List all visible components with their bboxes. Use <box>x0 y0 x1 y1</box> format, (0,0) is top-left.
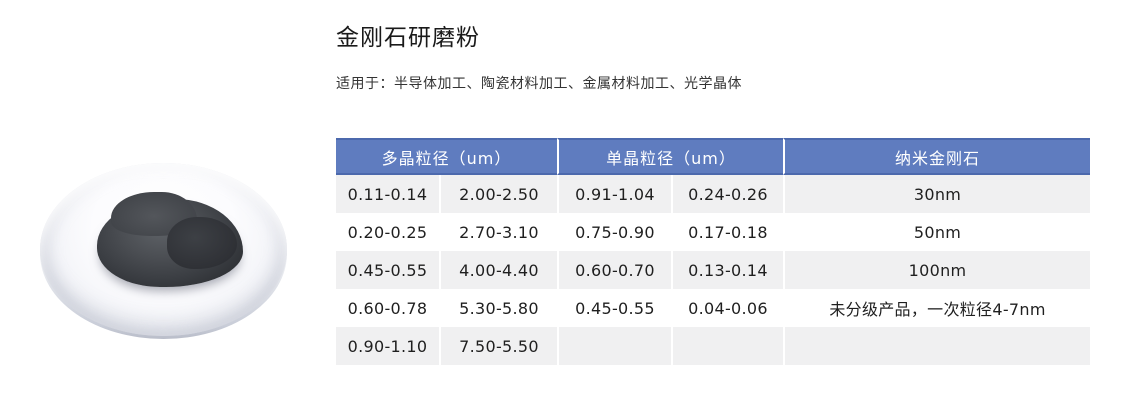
cell-mono-a <box>557 327 672 365</box>
product-photo <box>0 0 320 414</box>
table-row: 0.11-0.14 2.00-2.50 0.91-1.04 0.24-0.26 … <box>336 175 1091 213</box>
particle-size-table: 多晶粒径（um） 单晶粒径（um） 纳米金刚石 0.11-0.14 2.00-2… <box>336 138 1091 365</box>
diamond-powder-pile <box>97 192 243 287</box>
cell-poly-b: 2.70-3.10 <box>439 213 558 251</box>
applications-text: 适用于：半导体加工、陶瓷材料加工、金属材料加工、光学晶体 <box>336 76 742 92</box>
cell-poly-b: 2.00-2.50 <box>439 175 558 213</box>
table-row: 0.60-0.78 5.30-5.80 0.45-0.55 0.04-0.06 … <box>336 289 1091 327</box>
cell-nano: 100nm <box>783 251 1091 289</box>
cell-poly-a: 0.90-1.10 <box>336 327 439 365</box>
cell-mono-b: 0.24-0.26 <box>671 175 784 213</box>
table-row: 0.20-0.25 2.70-3.10 0.75-0.90 0.17-0.18 … <box>336 213 1091 251</box>
cell-poly-a: 0.20-0.25 <box>336 213 439 251</box>
cell-poly-b: 4.00-4.40 <box>439 251 558 289</box>
page-title: 金刚石研磨粉 <box>336 25 480 51</box>
cell-poly-b: 7.50-5.50 <box>439 327 558 365</box>
cell-poly-a: 0.45-0.55 <box>336 251 439 289</box>
table-header-row: 多晶粒径（um） 单晶粒径（um） 纳米金刚石 <box>336 138 1091 175</box>
cell-mono-a: 0.91-1.04 <box>557 175 672 213</box>
header-polycrystalline: 多晶粒径（um） <box>336 138 558 175</box>
cell-poly-b: 5.30-5.80 <box>439 289 558 327</box>
cell-mono-b: 0.13-0.14 <box>671 251 784 289</box>
cell-mono-a: 0.45-0.55 <box>557 289 672 327</box>
cell-mono-b: 0.04-0.06 <box>671 289 784 327</box>
cell-poly-a: 0.11-0.14 <box>336 175 439 213</box>
cell-mono-b: 0.17-0.18 <box>671 213 784 251</box>
cell-nano: 未分级产品，一次粒径4-7nm <box>783 289 1091 327</box>
cell-mono-a: 0.75-0.90 <box>557 213 672 251</box>
table-row: 0.90-1.10 7.50-5.50 <box>336 327 1091 365</box>
cell-nano: 30nm <box>783 175 1091 213</box>
cell-nano: 50nm <box>783 213 1091 251</box>
cell-mono-a: 0.60-0.70 <box>557 251 672 289</box>
cell-nano <box>783 327 1091 365</box>
header-nano-diamond: 纳米金刚石 <box>783 138 1091 175</box>
header-monocrystalline: 单晶粒径（um） <box>557 138 784 175</box>
cell-poly-a: 0.60-0.78 <box>336 289 439 327</box>
table-row: 0.45-0.55 4.00-4.40 0.60-0.70 0.13-0.14 … <box>336 251 1091 289</box>
cell-mono-b <box>671 327 784 365</box>
